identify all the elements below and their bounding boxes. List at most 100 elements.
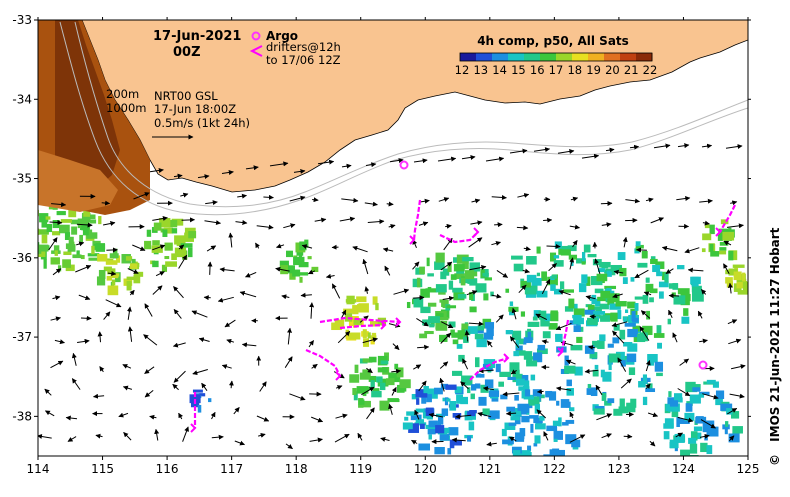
sst-patch — [550, 312, 558, 322]
sst-patch — [579, 283, 586, 292]
sst-patch — [588, 391, 591, 395]
sst-patch — [436, 284, 447, 292]
sst-patch — [555, 241, 562, 248]
current-arrow — [547, 246, 561, 247]
sst-patch — [733, 265, 745, 268]
contour-200m-label: 200m — [106, 87, 139, 101]
sst-patch — [710, 225, 715, 234]
sst-patch — [601, 370, 605, 378]
sst-patch — [445, 385, 456, 390]
sst-patch — [681, 317, 689, 324]
sst-patch — [607, 271, 612, 277]
lat-tick-label: -34 — [12, 92, 32, 106]
sst-patch — [566, 402, 571, 408]
sst-patch — [349, 332, 361, 339]
sst-patch — [527, 446, 531, 451]
sst-patch — [90, 219, 96, 223]
sst-patch — [650, 259, 658, 264]
sst-patch — [458, 294, 467, 299]
sst-patch — [543, 331, 551, 338]
sst-patch — [635, 303, 639, 311]
sst-patch — [625, 323, 636, 327]
sst-patch — [130, 264, 137, 269]
sst-patch — [467, 436, 471, 442]
sst-patch — [370, 335, 376, 338]
lon-tick-label: 116 — [156, 462, 179, 476]
sst-patch — [612, 337, 619, 343]
lon-tick-label: 114 — [27, 462, 50, 476]
lon-tick-label: 120 — [414, 462, 437, 476]
sst-patch — [672, 283, 678, 290]
sst-patch — [668, 319, 671, 325]
sst-patch — [416, 419, 424, 422]
sst-patch — [567, 388, 574, 396]
sst-patch — [413, 297, 423, 307]
sst-patch — [533, 317, 538, 321]
sst-patch — [428, 303, 436, 307]
sst-patch — [534, 435, 540, 443]
colorbar-tick-label: 21 — [624, 63, 639, 77]
sst-patch — [461, 323, 468, 329]
sst-patch — [369, 357, 377, 363]
sst-patch — [428, 287, 432, 292]
sst-patch — [419, 267, 425, 275]
sst-patch — [30, 239, 36, 244]
sst-patch — [608, 344, 614, 348]
sst-patch — [32, 228, 36, 231]
sst-patch — [700, 443, 707, 452]
sst-patch — [188, 248, 193, 257]
sst-patch — [655, 362, 663, 372]
sst-patch — [551, 275, 556, 279]
sst-patch — [636, 247, 641, 251]
sst-patch — [516, 379, 525, 386]
sst-patch — [594, 408, 605, 414]
sst-patch — [514, 395, 519, 401]
sst-patch — [531, 375, 535, 381]
sst-patch — [499, 372, 511, 377]
sst-patch — [657, 343, 662, 349]
sst-patch — [453, 339, 459, 344]
sst-patch — [97, 254, 107, 262]
sst-patch — [378, 367, 388, 372]
current-arrow — [517, 227, 528, 228]
sst-patch — [582, 252, 585, 261]
colorbar-swatch — [588, 53, 605, 61]
sst-patch — [525, 389, 530, 396]
lon-tick-label: 123 — [607, 462, 630, 476]
lat-tick-label: -33 — [12, 13, 32, 27]
sst-patch — [461, 278, 466, 286]
sst-patch — [429, 434, 432, 439]
sst-patch — [666, 404, 670, 411]
sst-patch — [656, 373, 663, 376]
sst-patch — [38, 245, 48, 252]
sst-patch — [441, 301, 444, 307]
colorbar-swatch — [572, 53, 589, 61]
sst-patch — [602, 393, 607, 401]
sst-patch — [355, 365, 359, 373]
sst-patch — [520, 460, 531, 464]
current-arrow — [102, 203, 110, 204]
sst-patch — [599, 334, 605, 341]
sst-patch — [574, 325, 581, 332]
sst-patch — [627, 329, 638, 337]
sst-patch — [597, 274, 608, 281]
current-arrow — [312, 200, 318, 201]
sst-patch — [34, 253, 37, 258]
sst-patch — [527, 275, 537, 283]
sst-patch — [428, 316, 440, 323]
sst-patch — [528, 332, 532, 338]
colorbar-swatch — [540, 53, 557, 61]
sst-patch — [678, 288, 690, 294]
sst-patch — [127, 277, 136, 280]
sst-patch — [386, 378, 395, 385]
sst-patch — [509, 423, 517, 426]
sst-patch — [537, 247, 541, 254]
sst-patch — [469, 278, 477, 285]
sst-patch — [646, 278, 650, 283]
sst-patch — [127, 281, 132, 290]
sst-patch — [52, 231, 60, 235]
sst-patch — [379, 401, 389, 411]
sst-patch — [554, 260, 564, 267]
